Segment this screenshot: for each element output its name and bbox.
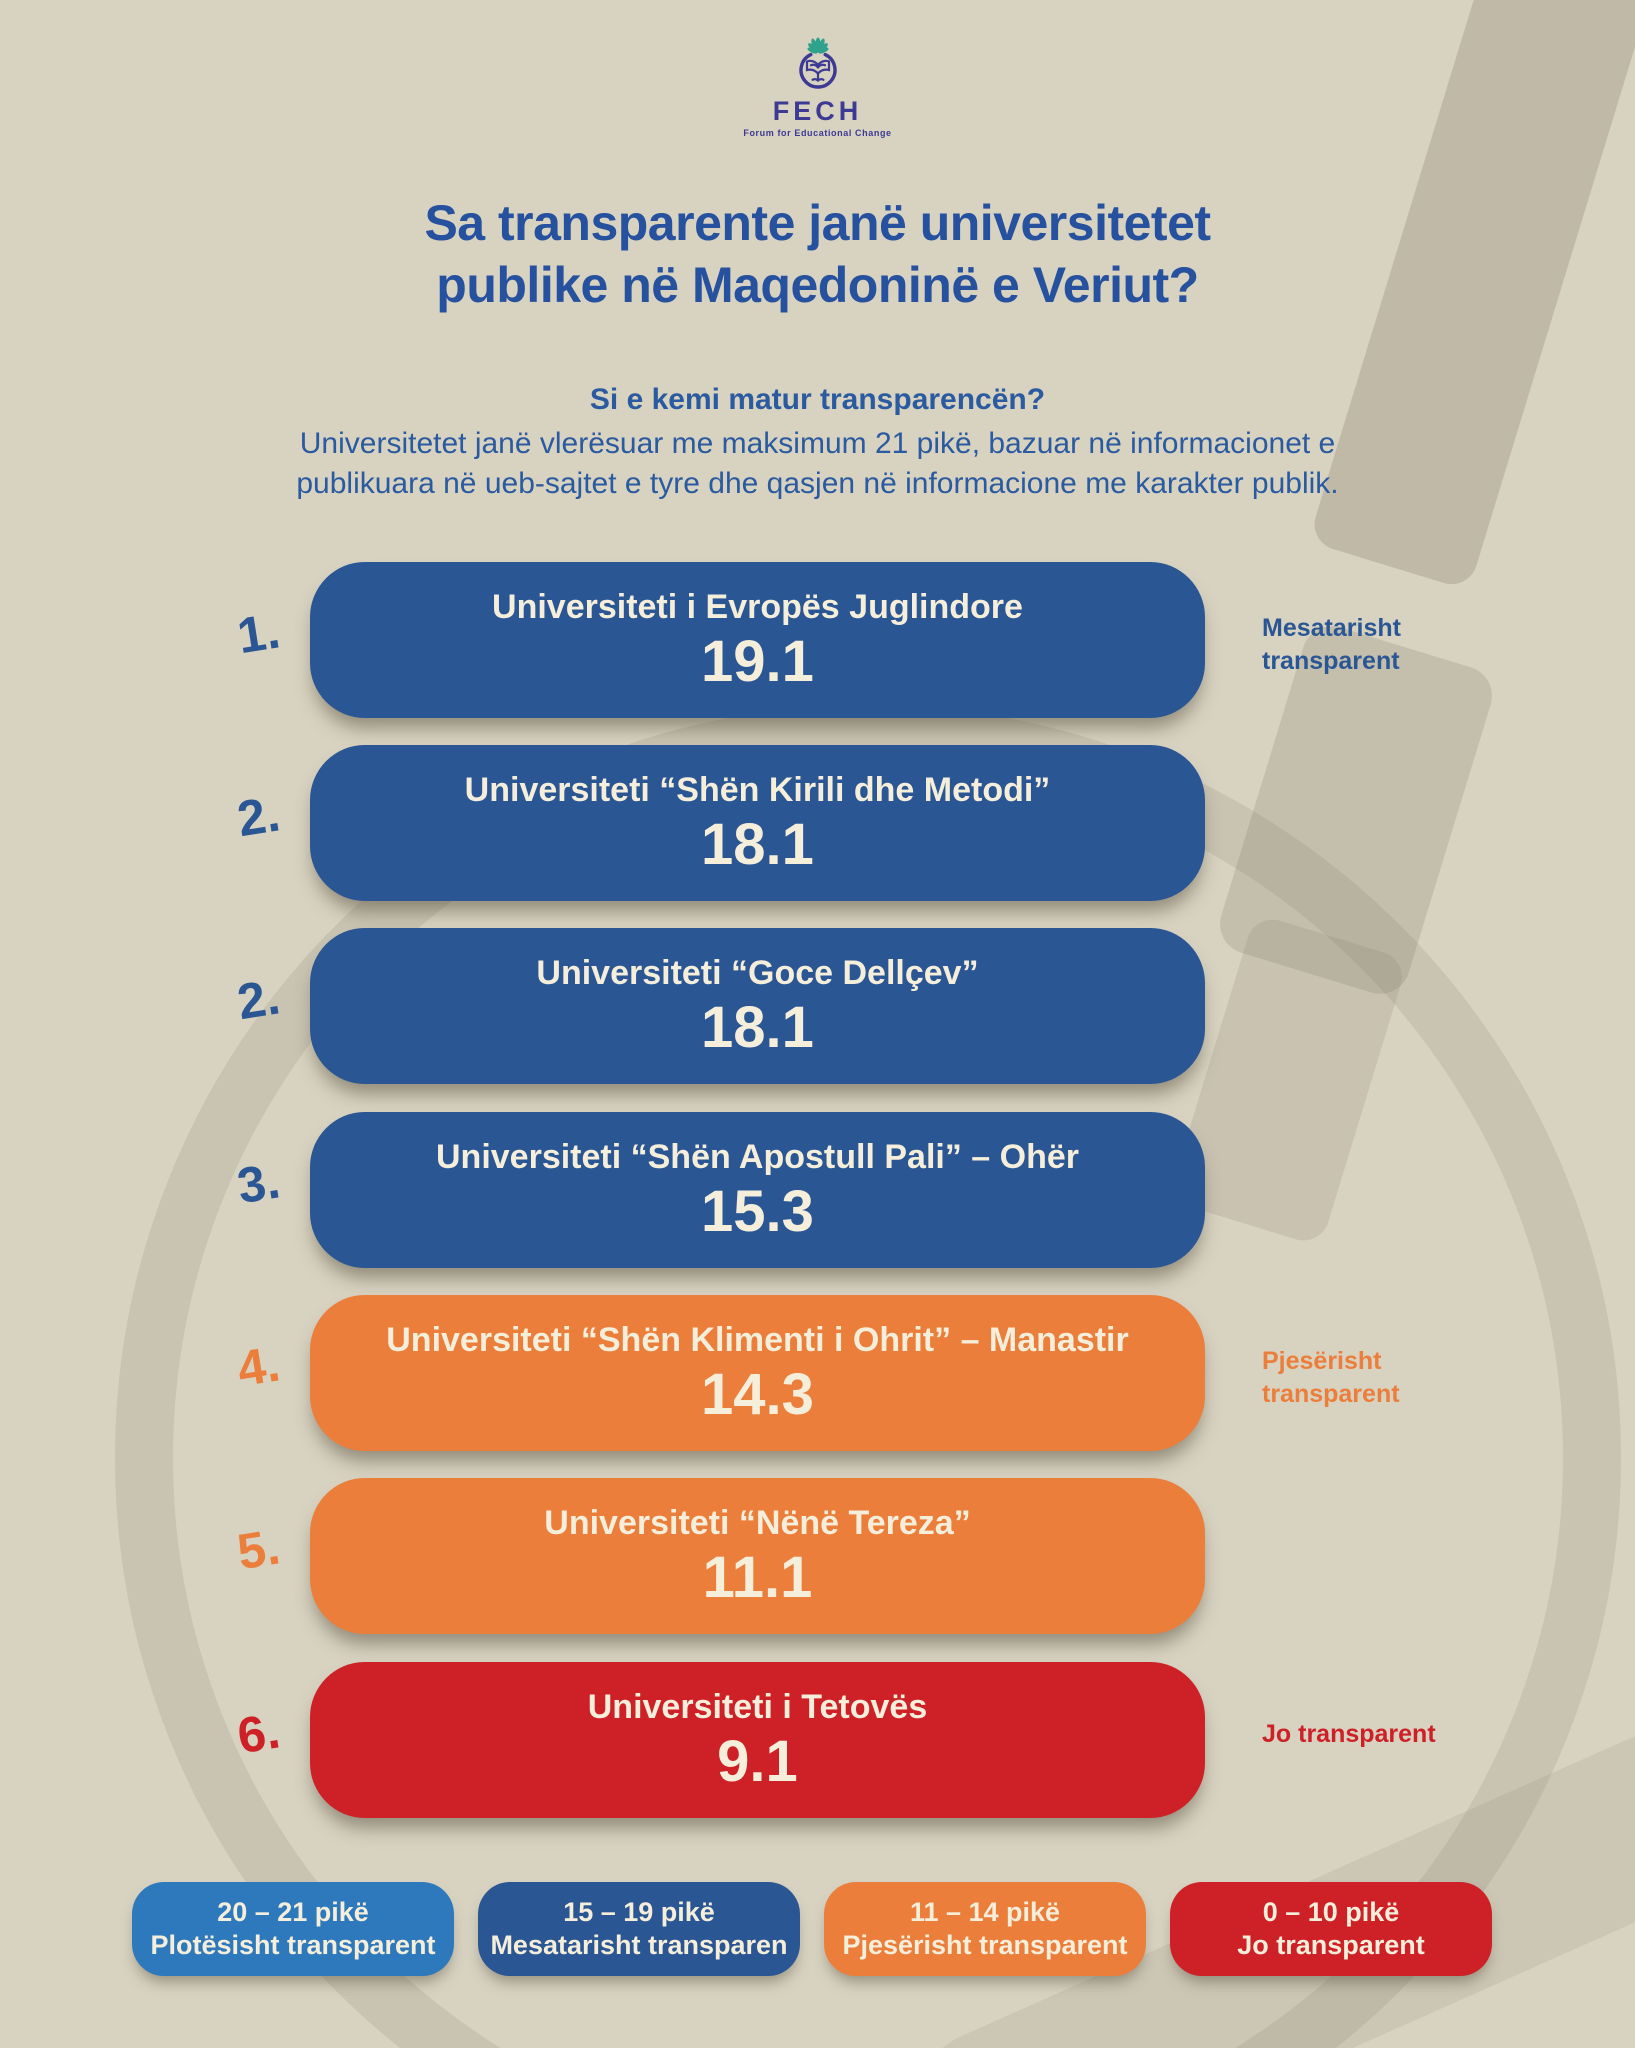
university-name: Universiteti “Shën Kirili dhe Metodi”: [464, 771, 1051, 809]
university-bar-shen-kirili-dhe-metodi: Universiteti “Shën Kirili dhe Metodi” 18…: [310, 745, 1205, 901]
legend-range: 0 – 10 pikë: [1262, 1897, 1400, 1927]
side-label-jo-transparent: Jo transparent: [1262, 1720, 1436, 1748]
page-title-line1: Sa transparente janë universitetet: [424, 195, 1211, 251]
logo-tagline: Forum for Educational Change: [743, 128, 892, 138]
legend-label: Pjesërisht transparent: [842, 1930, 1128, 1960]
university-bar-nene-tereza: Universiteti “Nënë Tereza” 11.1: [310, 1478, 1205, 1634]
university-bar-evropes-juglindore: Universiteti i Evropës Juglindore 19.1: [310, 562, 1205, 718]
legend-label: Plotësisht transparent: [150, 1930, 436, 1960]
university-bar-shen-klimenti-i-ohrit: Universiteti “Shën Klimenti i Ohrit” – M…: [310, 1295, 1205, 1451]
side-label-pjeserisht-transparent: Pjesërisht transparent: [1262, 1347, 1400, 1408]
university-score: 14.3: [701, 1362, 814, 1427]
legend-plotesisht-transparent: 20 – 21 pikë Plotësisht transparent: [132, 1882, 454, 1976]
university-score: 19.1: [701, 629, 814, 694]
logo-wordmark: FECH: [772, 96, 863, 126]
rank-label-5: 4.: [233, 1335, 284, 1398]
rank-label-7: 6.: [233, 1702, 284, 1765]
logo: FECH Forum for Educational Change: [0, 36, 1635, 138]
rank-label-2: 2.: [233, 785, 284, 848]
legend-range: 20 – 21 pikë: [217, 1897, 369, 1927]
methodology-subtitle: Si e kemi matur transparencën?: [589, 383, 1046, 416]
methodology-description-line1: Universitetet janë vlerësuar me maksimum…: [299, 427, 1336, 460]
side-label-mesatarisht-transparent: Mesatarisht transparent: [1262, 614, 1401, 675]
legend-range: 15 – 19 pikë: [563, 1897, 715, 1927]
university-name: Universiteti “Shën Apostull Pali” – Ohër: [436, 1138, 1079, 1176]
page-title: Sa transparente janë universitetet publi…: [0, 192, 1635, 316]
university-name: Universiteti “Goce Dellçev”: [536, 954, 979, 992]
university-bar-tetoves: Universiteti i Tetovës 9.1: [310, 1662, 1205, 1818]
legend-range: 11 – 14 pikë: [909, 1897, 1061, 1927]
rank-label-4: 3.: [233, 1152, 284, 1215]
methodology-description-line2: publikuara në ueb-sajtet e tyre dhe qasj…: [296, 467, 1339, 500]
fech-book-tree-icon: [798, 37, 837, 89]
university-score: 11.1: [702, 1545, 813, 1610]
legend-pjeserisht-transparent: 11 – 14 pikë Pjesërisht transparent: [824, 1882, 1146, 1976]
legend-label: Mesatarisht transparen: [490, 1930, 788, 1960]
university-name: Universiteti i Tetovës: [587, 1688, 928, 1726]
legend-jo-transparent: 0 – 10 pikë Jo transparent: [1170, 1882, 1492, 1976]
legend-mesatarisht-transparent: 15 – 19 pikë Mesatarisht transparen: [478, 1882, 800, 1976]
university-name: Universiteti “Nënë Tereza”: [544, 1504, 971, 1542]
university-score: 18.1: [701, 995, 814, 1060]
university-score: 9.1: [717, 1729, 798, 1794]
rank-label-3: 2.: [233, 968, 284, 1031]
university-bar-goce-dellcev: Universiteti “Goce Dellçev” 18.1: [310, 928, 1205, 1084]
methodology-description: Universitetet janë vlerësuar me maksimum…: [0, 424, 1635, 504]
legend-label: Jo transparent: [1237, 1930, 1425, 1960]
university-name: Universiteti “Shën Klimenti i Ohrit” – M…: [386, 1321, 1129, 1359]
page-title-line2: publike në Maqedoninë e Veriut?: [436, 257, 1199, 313]
university-score: 15.3: [701, 1179, 814, 1244]
university-bar-shen-apostull-pali: Universiteti “Shën Apostull Pali” – Ohër…: [310, 1112, 1205, 1268]
university-score: 18.1: [701, 812, 814, 877]
rank-label-6: 5.: [233, 1518, 284, 1581]
university-name: Universiteti i Evropës Juglindore: [492, 588, 1023, 626]
rank-label-1: 1.: [233, 602, 284, 665]
